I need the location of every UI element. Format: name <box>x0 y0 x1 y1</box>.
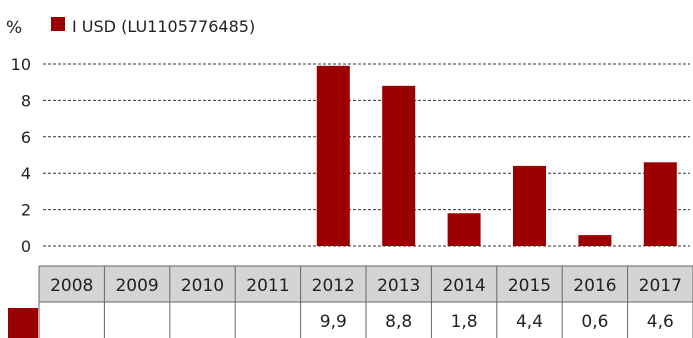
table-year-2016: 2016 <box>573 276 616 296</box>
y-tick-label-6: 6 <box>21 128 31 147</box>
legend-swatch <box>51 17 65 31</box>
bar-2012 <box>316 65 350 246</box>
y-tick-label-0: 0 <box>21 237 31 256</box>
y-unit-label: % <box>6 18 22 38</box>
bars <box>316 65 677 246</box>
table-year-2012: 2012 <box>312 276 355 296</box>
table-value-2015: 4,4 <box>516 312 543 332</box>
y-tick-label-10: 10 <box>11 55 31 74</box>
y-axis: 0 2 4 6 8 10 <box>11 55 31 256</box>
table-year-2010: 2010 <box>181 276 224 296</box>
table-series-swatch <box>8 308 38 338</box>
table-value-2012: 9,9 <box>320 312 347 332</box>
table-value-2013: 8,8 <box>385 312 412 332</box>
bar-2013 <box>382 85 416 246</box>
table-year-2017: 2017 <box>639 276 682 296</box>
table-value-2014: 1,8 <box>451 312 478 332</box>
table-year-2013: 2013 <box>377 276 420 296</box>
bar-2014 <box>447 213 481 246</box>
table-year-2014: 2014 <box>442 276 485 296</box>
legend-label: I USD (LU1105776485) <box>72 17 255 36</box>
table-year-2015: 2015 <box>508 276 551 296</box>
gridlines <box>43 63 690 247</box>
y-tick-label-8: 8 <box>21 91 31 110</box>
table-year-2008: 2008 <box>50 276 93 296</box>
y-tick-label-4: 4 <box>21 164 31 183</box>
table-year-2011: 2011 <box>246 276 289 296</box>
y-tick-label-2: 2 <box>21 201 31 220</box>
table-year-2009: 2009 <box>115 276 158 296</box>
bar-2017 <box>643 162 677 246</box>
data-table: 2008 2009 2010 2011 2012 9,9 2013 8,8 2014 1,8 201… <box>8 265 693 338</box>
table-value-2017: 4,6 <box>647 312 674 332</box>
table-value-2016: 0,6 <box>581 312 608 332</box>
bar-2016 <box>578 235 612 246</box>
bar-2015 <box>513 165 546 246</box>
